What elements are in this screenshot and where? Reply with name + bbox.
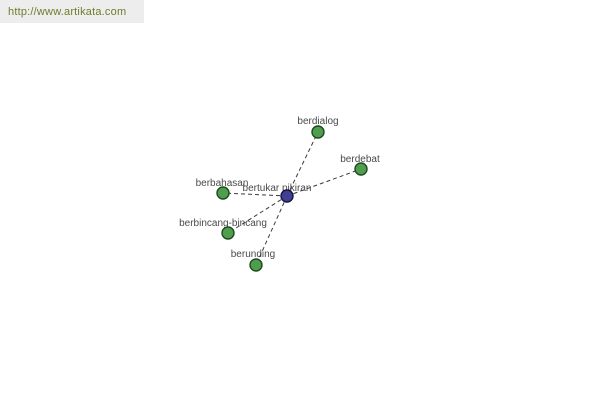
edge-bertukar-pikiran-berunding <box>255 195 288 266</box>
word-label-bertukar-pikiran[interactable]: bertukar pikiran <box>243 183 312 194</box>
word-label-berbincang-bincang[interactable]: berbincang-bincang <box>179 218 267 229</box>
node-labels-layer: bertukar pikiran berdialog berdebat berbaha… <box>179 116 380 260</box>
word-node-berbahasan[interactable] <box>216 186 230 200</box>
word-node-bertukar-pikiran[interactable] <box>280 189 294 203</box>
edge-bertukar-pikiran-berbahasan <box>222 192 288 197</box>
word-node-berdebat[interactable] <box>354 162 368 176</box>
graph-nodes-layer <box>216 125 368 272</box>
url-bar: http://www.artikata.com <box>0 0 144 23</box>
edge-bertukar-pikiran-berbincang-bincang <box>227 195 288 234</box>
edge-bertukar-pikiran-berdialog <box>286 131 319 197</box>
word-label-berdialog[interactable]: berdialog <box>297 116 338 127</box>
graph-edges-layer <box>222 131 362 266</box>
word-label-berbahasan[interactable]: berbahasan <box>196 178 249 189</box>
word-node-berdialog[interactable] <box>311 125 325 139</box>
site-url-label: http://www.artikata.com <box>8 5 127 18</box>
word-label-berunding[interactable]: berunding <box>231 249 275 260</box>
edge-bertukar-pikiran-berdebat <box>286 168 362 197</box>
word-node-berunding[interactable] <box>249 258 263 272</box>
word-node-berbincang-bincang[interactable] <box>221 226 235 240</box>
word-label-berdebat[interactable]: berdebat <box>340 154 380 165</box>
